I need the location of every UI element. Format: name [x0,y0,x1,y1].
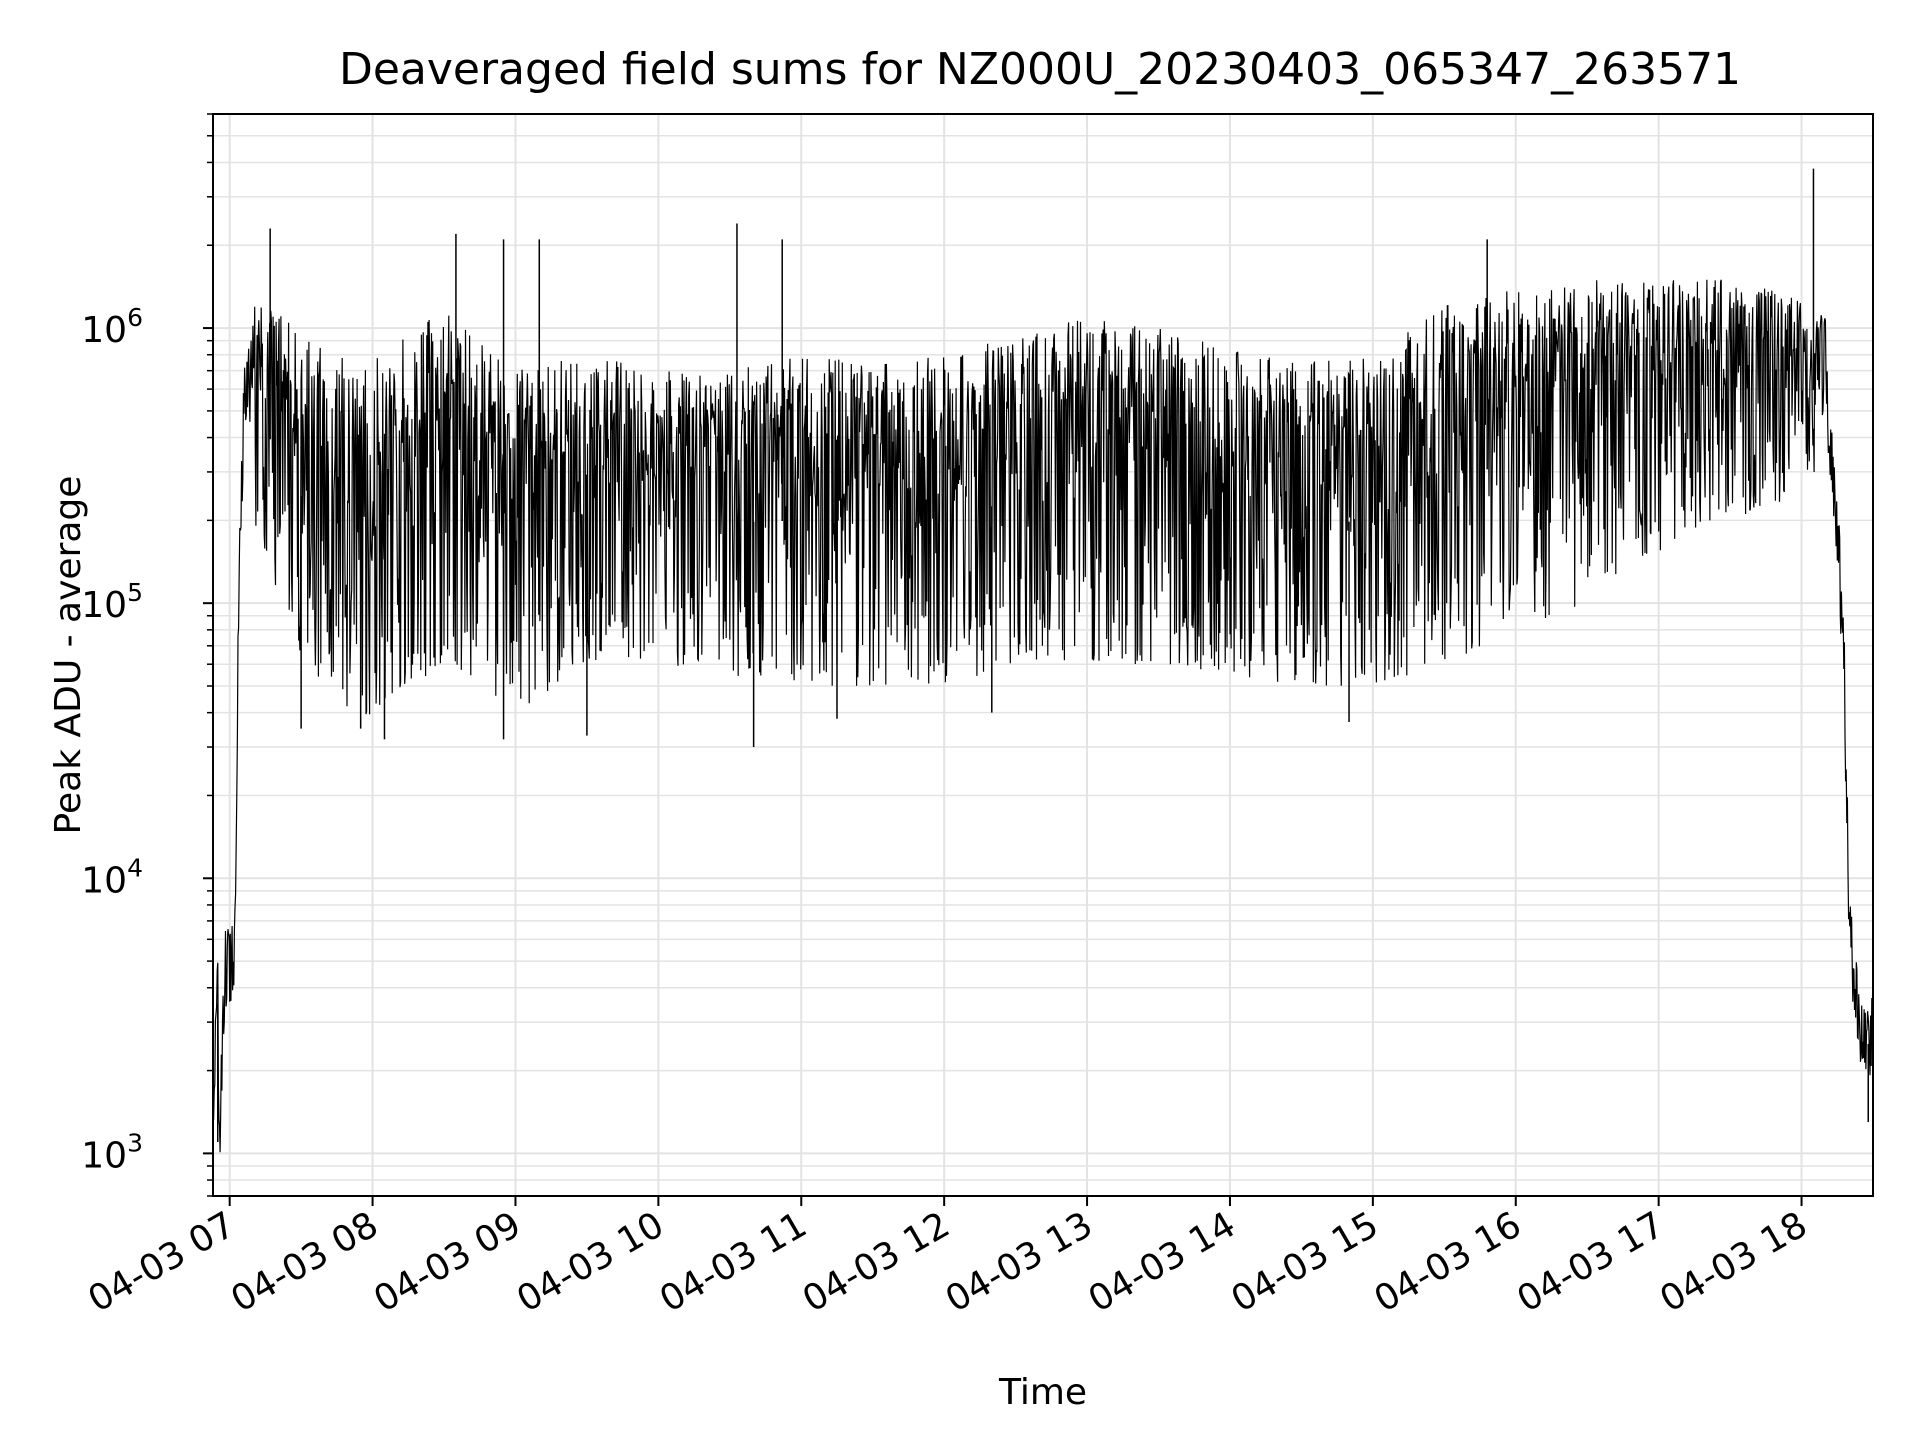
y-tick-exponent: 6 [127,303,143,332]
y-tick-exponent: 3 [127,1128,143,1157]
y-tick-exponent: 5 [127,578,143,607]
y-tick-label: 103 [81,1128,143,1176]
y-tick-label: 105 [81,578,143,626]
y-axis-label: Peak ADU - average [48,476,89,835]
data-series [212,168,1874,1153]
plot-area-frame [212,113,1874,1197]
series-line [212,279,1874,1153]
y-tick-base: 10 [81,585,127,626]
y-tick-label: 104 [81,853,143,901]
y-tick-base: 10 [81,860,127,901]
y-tick-base: 10 [81,310,127,351]
y-tick-label: 106 [81,303,143,351]
chart-title: Deaveraged field sums for NZ000U_2023040… [339,44,1741,95]
y-tick-exponent: 4 [127,853,143,882]
y-tick-base: 10 [81,1135,127,1176]
x-axis-label: Time [998,1372,1087,1413]
